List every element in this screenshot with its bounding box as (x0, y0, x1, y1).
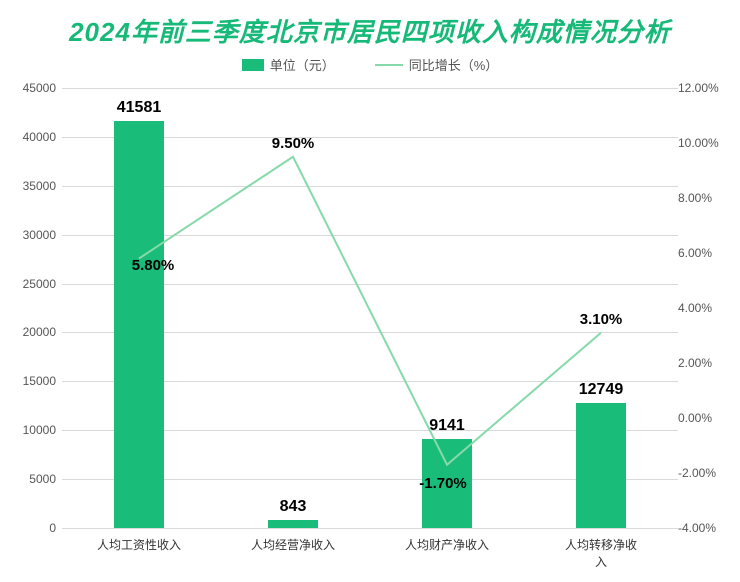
y-left-tick-label: 30000 (6, 228, 56, 242)
bar-swatch-icon (242, 59, 264, 71)
x-category-label: 人均经营净收入 (251, 536, 335, 553)
y-left-tick-label: 20000 (6, 325, 56, 339)
y-right-tick-label: 6.00% (678, 246, 733, 260)
y-right-tick-label: 12.00% (678, 81, 733, 95)
x-category-label: 人均财产净收入 (405, 536, 489, 553)
y-right-tick-label: -4.00% (678, 521, 733, 535)
y-right-tick-label: 4.00% (678, 301, 733, 315)
line-layer (62, 88, 678, 528)
y-left-tick-label: 35000 (6, 179, 56, 193)
legend-bar-label: 单位（元） (270, 55, 335, 74)
y-left-tick-label: 40000 (6, 130, 56, 144)
legend-item-bar: 单位（元） (242, 55, 335, 74)
y-left-tick-label: 10000 (6, 423, 56, 437)
chart-container: 2024年前三季度北京市居民四项收入构成情况分析 单位（元） 同比增长（%） 0… (0, 0, 740, 582)
y-right-tick-label: 0.00% (678, 411, 733, 425)
y-left-tick-label: 0 (6, 521, 56, 535)
line-swatch-icon (375, 64, 403, 66)
y-left-tick-label: 25000 (6, 277, 56, 291)
y-right-tick-label: 10.00% (678, 136, 733, 150)
legend: 单位（元） 同比增长（%） (0, 55, 740, 74)
y-right-tick-label: 8.00% (678, 191, 733, 205)
line-value-label: 3.10% (580, 311, 623, 328)
growth-line (139, 157, 601, 465)
x-category-label: 人均工资性收入 (97, 536, 181, 553)
y-right-tick-label: 2.00% (678, 356, 733, 370)
plot-area: 0500010000150002000025000300003500040000… (62, 88, 678, 528)
chart-title: 2024年前三季度北京市居民四项收入构成情况分析 (0, 0, 740, 49)
y-left-tick-label: 15000 (6, 374, 56, 388)
gridline (62, 528, 678, 529)
y-right-tick-label: -2.00% (678, 466, 733, 480)
y-left-tick-label: 5000 (6, 472, 56, 486)
line-value-label: 5.80% (132, 257, 175, 274)
legend-item-line: 同比增长（%） (375, 55, 499, 74)
line-value-label: 9.50% (272, 135, 315, 152)
x-category-label: 人均转移净收入 (563, 536, 640, 570)
y-left-tick-label: 45000 (6, 81, 56, 95)
legend-line-label: 同比增长（%） (409, 55, 499, 74)
line-value-label: -1.70% (419, 475, 467, 492)
